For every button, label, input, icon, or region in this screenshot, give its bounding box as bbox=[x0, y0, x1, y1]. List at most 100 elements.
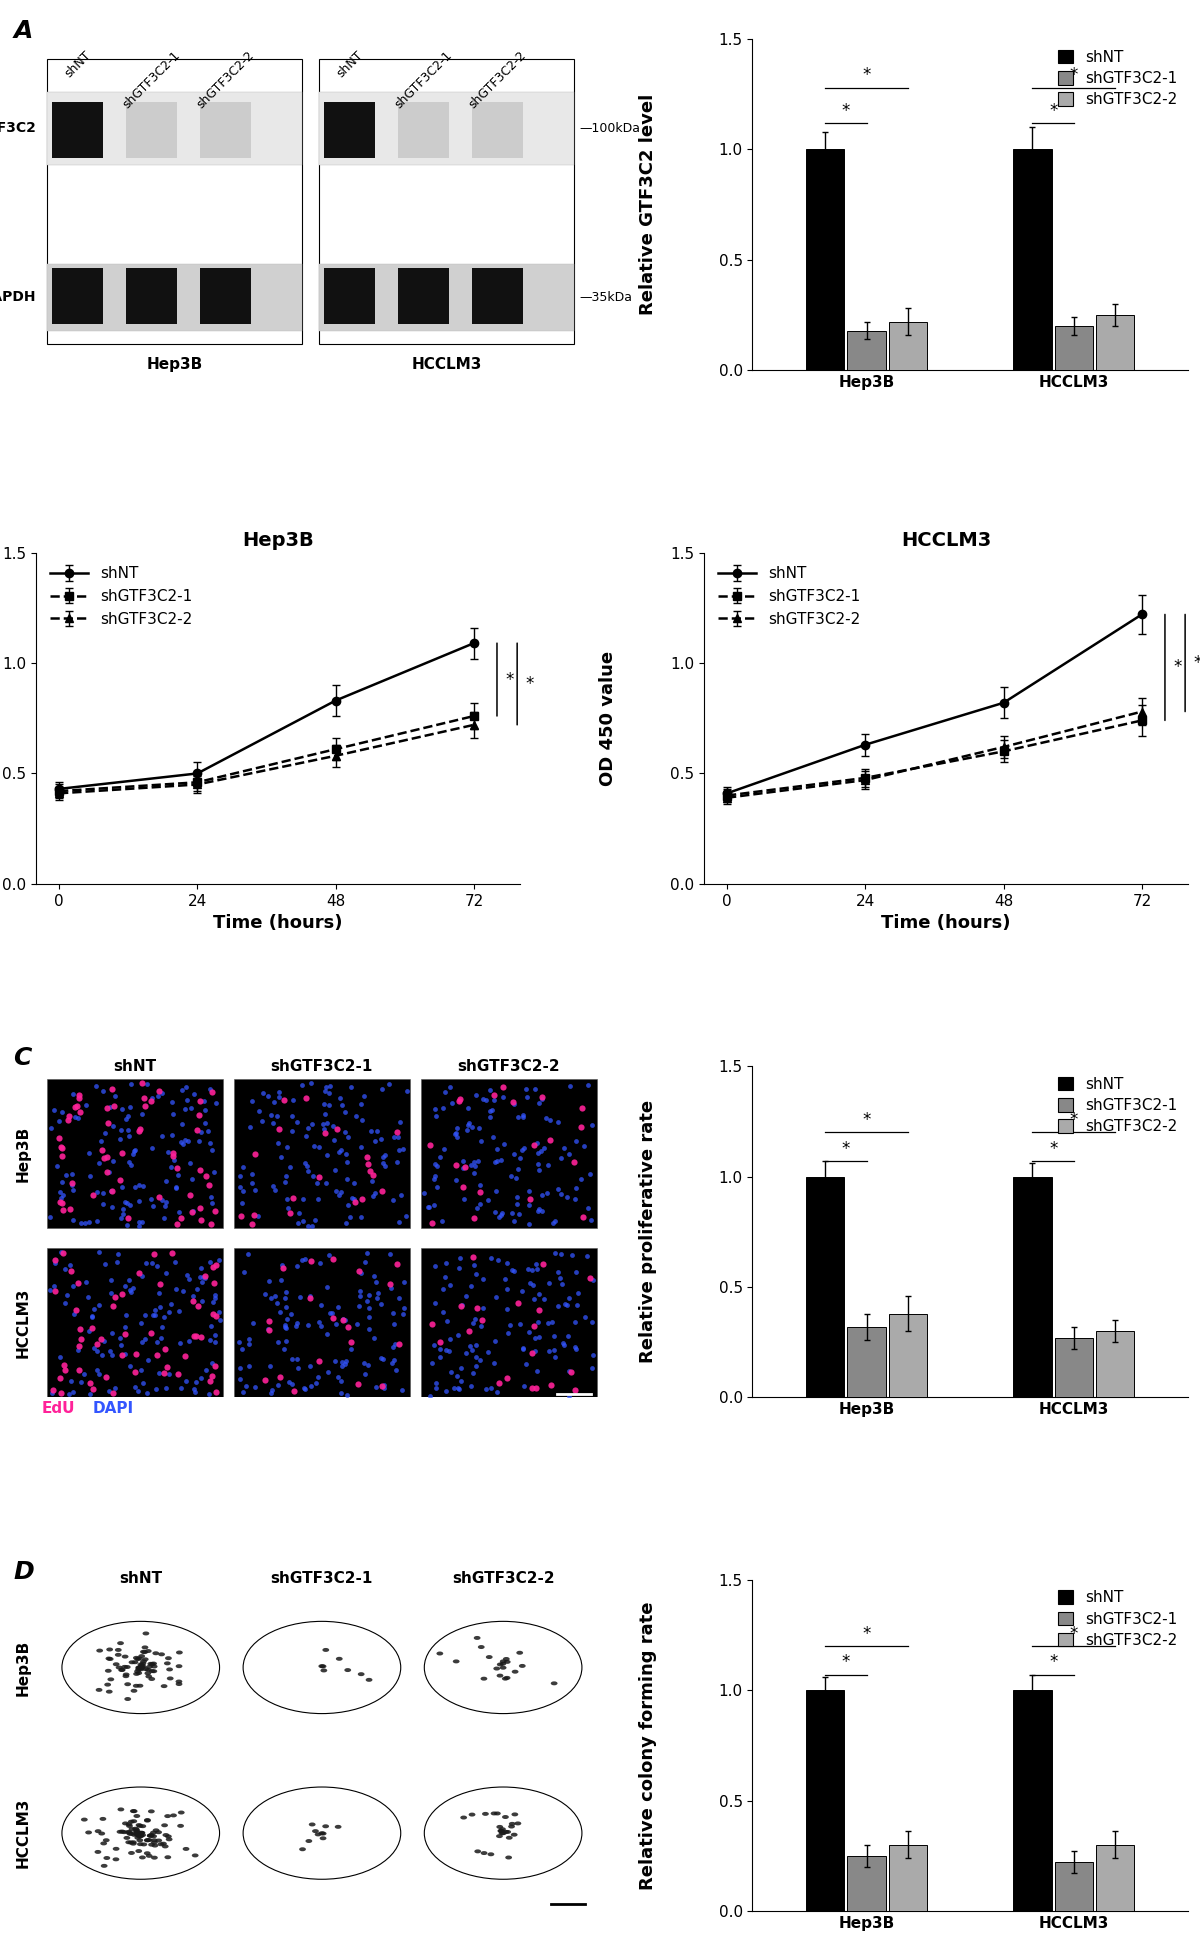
Point bbox=[440, 1071, 460, 1102]
Point bbox=[523, 1373, 542, 1404]
Point bbox=[92, 1340, 112, 1371]
Point bbox=[276, 1310, 295, 1342]
Point bbox=[144, 1238, 163, 1269]
Point bbox=[43, 1375, 62, 1406]
Point bbox=[482, 1121, 502, 1152]
Point bbox=[533, 1248, 552, 1279]
Point bbox=[101, 1266, 120, 1297]
Point bbox=[566, 1256, 586, 1287]
Point bbox=[540, 1104, 559, 1135]
Point bbox=[374, 1373, 394, 1404]
Point bbox=[169, 1295, 188, 1326]
Bar bbox=[47, 58, 302, 343]
Point bbox=[388, 1115, 407, 1147]
Point bbox=[296, 1082, 316, 1113]
Point bbox=[128, 1375, 148, 1406]
Bar bbox=[472, 267, 523, 324]
Circle shape bbox=[133, 1831, 139, 1835]
Point bbox=[259, 1305, 278, 1336]
Point bbox=[306, 1367, 325, 1398]
Point bbox=[230, 1363, 250, 1394]
Point bbox=[466, 1303, 485, 1334]
Point bbox=[286, 1310, 305, 1342]
Point bbox=[498, 1363, 517, 1394]
Point bbox=[358, 1236, 377, 1268]
Point bbox=[536, 1102, 556, 1133]
Point bbox=[130, 1211, 149, 1242]
Point bbox=[389, 1283, 408, 1314]
Point bbox=[529, 1149, 548, 1180]
Circle shape bbox=[115, 1648, 121, 1652]
Point bbox=[484, 1078, 503, 1110]
Point bbox=[473, 1305, 492, 1336]
Point bbox=[394, 1299, 413, 1330]
Point bbox=[262, 1281, 281, 1312]
Point bbox=[282, 1299, 301, 1330]
Point bbox=[76, 1266, 95, 1297]
Circle shape bbox=[128, 1851, 134, 1854]
Circle shape bbox=[515, 1821, 521, 1825]
Point bbox=[169, 1195, 188, 1227]
Point bbox=[176, 1094, 196, 1125]
Point bbox=[288, 1351, 307, 1383]
Point bbox=[173, 1110, 192, 1141]
Circle shape bbox=[452, 1659, 460, 1663]
Point bbox=[133, 1367, 152, 1398]
Circle shape bbox=[118, 1808, 125, 1812]
Point bbox=[500, 1308, 520, 1340]
Circle shape bbox=[95, 1829, 102, 1833]
Point bbox=[331, 1377, 350, 1408]
Text: *: * bbox=[841, 1141, 850, 1158]
Point bbox=[510, 1143, 529, 1174]
Point bbox=[70, 1082, 89, 1113]
Circle shape bbox=[138, 1831, 145, 1835]
Point bbox=[53, 1238, 72, 1269]
Circle shape bbox=[137, 1665, 143, 1669]
Point bbox=[144, 1190, 163, 1221]
Circle shape bbox=[497, 1673, 503, 1677]
Point bbox=[126, 1371, 145, 1402]
Point bbox=[52, 1188, 71, 1219]
Point bbox=[97, 1156, 116, 1188]
Point bbox=[268, 1287, 287, 1318]
Point bbox=[205, 1349, 224, 1381]
Point bbox=[498, 1273, 517, 1305]
Circle shape bbox=[113, 1856, 119, 1862]
Circle shape bbox=[502, 1677, 509, 1681]
Point bbox=[200, 1365, 220, 1396]
Point bbox=[482, 1373, 502, 1404]
Point bbox=[179, 1326, 198, 1357]
Point bbox=[70, 1353, 89, 1384]
Point bbox=[136, 1324, 155, 1355]
Point bbox=[436, 1076, 455, 1108]
Circle shape bbox=[145, 1675, 152, 1679]
Circle shape bbox=[148, 1833, 154, 1837]
Text: DAPI: DAPI bbox=[92, 1400, 133, 1416]
Point bbox=[335, 1096, 354, 1127]
Circle shape bbox=[134, 1833, 140, 1837]
Point bbox=[553, 1328, 572, 1359]
Point bbox=[338, 1121, 358, 1152]
Point bbox=[55, 1287, 74, 1318]
Circle shape bbox=[113, 1847, 120, 1851]
Point bbox=[187, 1273, 206, 1305]
Point bbox=[389, 1121, 408, 1152]
Circle shape bbox=[132, 1659, 138, 1663]
Point bbox=[275, 1084, 294, 1115]
Point bbox=[113, 1137, 132, 1168]
Text: Hep3B: Hep3B bbox=[146, 357, 203, 372]
Point bbox=[373, 1141, 392, 1172]
Point bbox=[476, 1084, 496, 1115]
Bar bbox=[1013, 150, 1051, 370]
Point bbox=[520, 1176, 539, 1207]
Point bbox=[112, 1094, 131, 1125]
Bar bbox=[1055, 1862, 1093, 1911]
Point bbox=[184, 1195, 203, 1227]
Circle shape bbox=[152, 1652, 160, 1656]
Point bbox=[552, 1180, 571, 1211]
Point bbox=[354, 1080, 373, 1112]
Point bbox=[374, 1139, 394, 1170]
Point bbox=[480, 1096, 499, 1127]
Point bbox=[132, 1098, 151, 1129]
Point bbox=[178, 1260, 197, 1291]
